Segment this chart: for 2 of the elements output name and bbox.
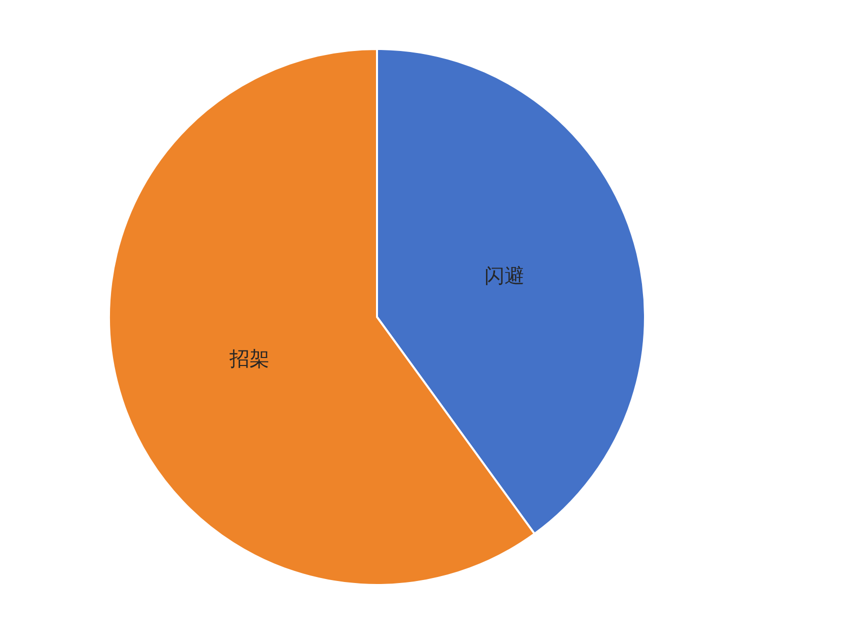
slice-label: 闪避 <box>484 264 524 288</box>
slice-label: 招架 <box>228 346 270 370</box>
